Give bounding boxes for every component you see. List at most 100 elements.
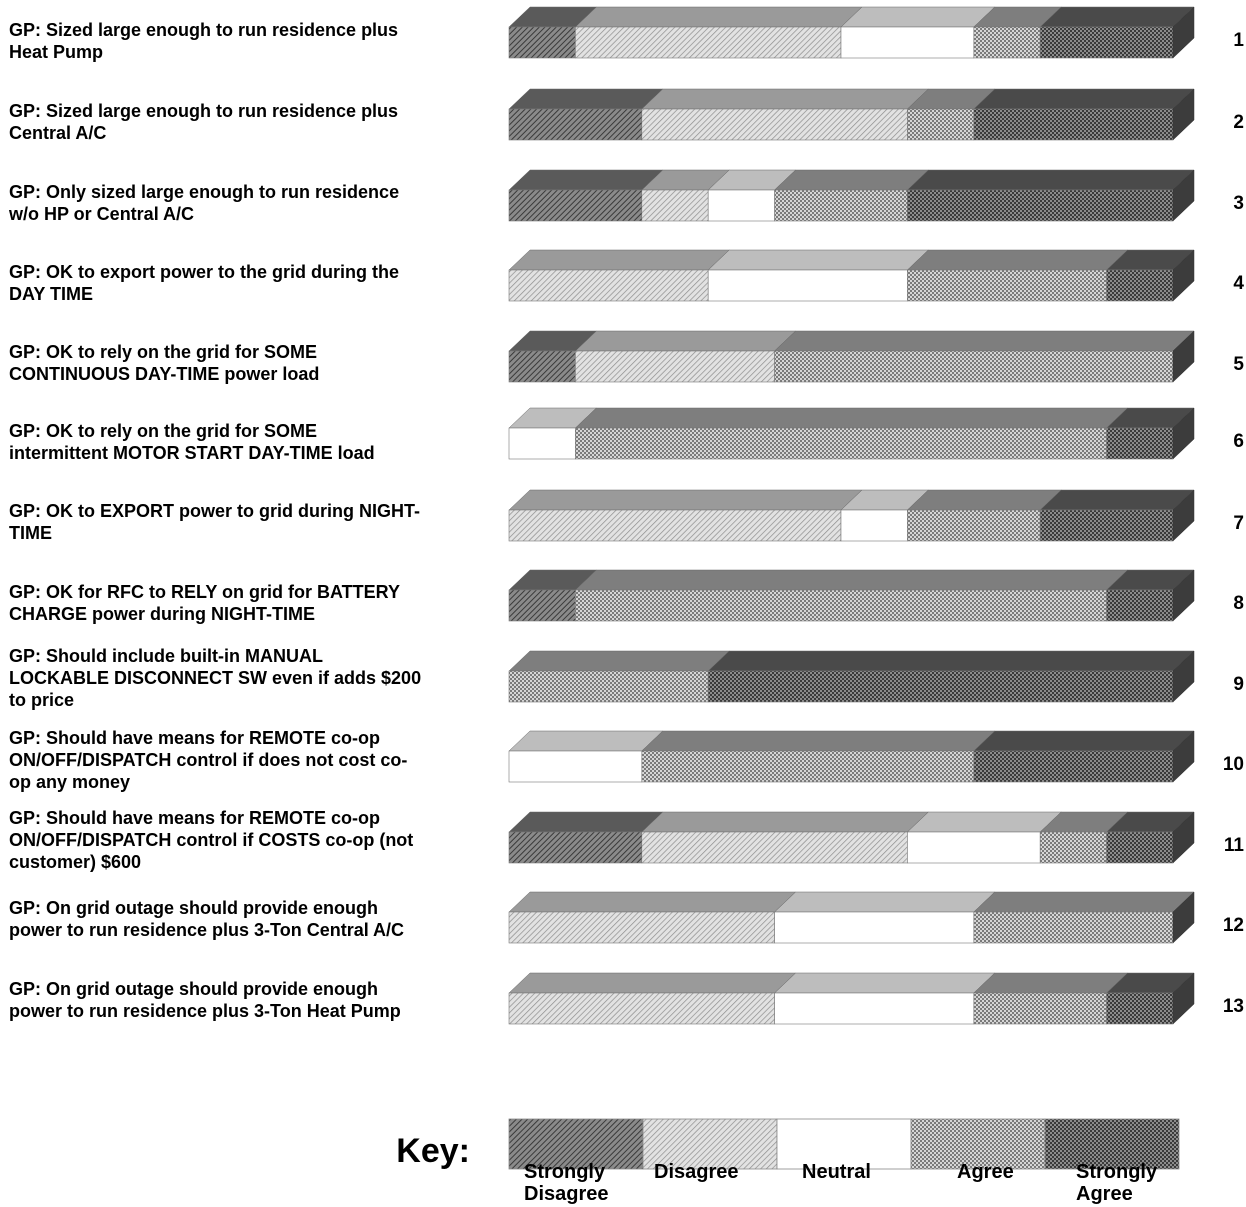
bar-top-row12-series2	[509, 892, 796, 912]
bar-segment-row12-series2	[509, 912, 775, 943]
bar-segment-row3-series3	[708, 190, 774, 221]
row-number-10: 10	[1210, 754, 1244, 776]
bar-segment-row5-series2	[575, 351, 774, 382]
bar-top-row7-series5	[1040, 490, 1194, 510]
bar-segment-row5-series1	[509, 351, 575, 382]
bar-row-9	[509, 651, 1194, 702]
key-label-5: Strongly Agree	[1076, 1161, 1210, 1205]
row-number-12: 12	[1210, 915, 1244, 937]
bar-segment-row4-series5	[1107, 270, 1173, 301]
bar-segment-row7-series4	[907, 510, 1040, 541]
row-number-1: 1	[1210, 30, 1244, 52]
bar-top-row2-series1	[509, 89, 663, 109]
bar-segment-row3-series1	[509, 190, 642, 221]
bar-top-row12-series3	[775, 892, 995, 912]
question-label-8: GP: OK for RFC to RELY on grid for BATTE…	[9, 581, 501, 625]
bar-segment-row8-series4	[575, 590, 1106, 621]
key-label-4: Agree	[957, 1161, 1091, 1183]
bar-row-8	[509, 570, 1194, 621]
bar-top-row10-series3	[509, 731, 663, 751]
bar-segment-row8-series5	[1107, 590, 1173, 621]
bar-segment-row2-series5	[974, 109, 1173, 140]
bar-top-row3-series1	[509, 170, 663, 190]
row-number-3: 3	[1210, 193, 1244, 215]
bar-top-row1-series2	[575, 7, 862, 27]
bar-segment-row10-series3	[509, 751, 642, 782]
bar-segment-row10-series4	[642, 751, 974, 782]
key-label-1: Strongly Disagree	[524, 1161, 658, 1205]
bar-segment-row1-series5	[1040, 27, 1173, 58]
question-label-12: GP: On grid outage should provide enough…	[9, 897, 501, 941]
bar-top-row4-series3	[708, 250, 928, 270]
bar-top-row8-series4	[575, 570, 1127, 590]
bar-segment-row12-series4	[974, 912, 1173, 943]
bar-segment-row7-series3	[841, 510, 907, 541]
key-label-3: Neutral	[802, 1161, 936, 1183]
bar-row-2	[509, 89, 1194, 140]
bar-top-row12-series4	[974, 892, 1194, 912]
bar-segment-row2-series1	[509, 109, 642, 140]
bar-top-row2-series5	[974, 89, 1194, 109]
bar-segment-row1-series1	[509, 27, 575, 58]
bar-segment-row11-series3	[907, 832, 1040, 863]
question-label-4: GP: OK to export power to the grid durin…	[9, 261, 501, 305]
bar-segment-row3-series4	[775, 190, 908, 221]
bar-row-7	[509, 490, 1194, 541]
bar-top-row13-series2	[509, 973, 796, 993]
bar-top-row11-series1	[509, 812, 663, 832]
bar-segment-row2-series2	[642, 109, 908, 140]
bar-top-row7-series4	[907, 490, 1061, 510]
bar-top-row10-series4	[642, 731, 995, 751]
bar-segment-row9-series5	[708, 671, 1173, 702]
bar-row-12	[509, 892, 1194, 943]
bar-segment-row1-series3	[841, 27, 974, 58]
bar-segment-row1-series2	[575, 27, 841, 58]
row-number-11: 11	[1210, 835, 1244, 857]
bar-top-row4-series2	[509, 250, 729, 270]
bar-segment-row10-series5	[974, 751, 1173, 782]
bar-segment-row3-series2	[642, 190, 708, 221]
bar-segment-row7-series2	[509, 510, 841, 541]
question-label-9: GP: Should include built-in MANUAL LOCKA…	[9, 645, 501, 711]
bar-segment-row7-series5	[1040, 510, 1173, 541]
bar-segment-row11-series4	[1040, 832, 1106, 863]
bar-segment-row6-series5	[1107, 428, 1173, 459]
question-label-6: GP: OK to rely on the grid for SOME inte…	[9, 420, 501, 464]
bar-top-row10-series5	[974, 731, 1194, 751]
bar-segment-row13-series4	[974, 993, 1107, 1024]
bar-top-row13-series4	[974, 973, 1128, 993]
bar-row-10	[509, 731, 1194, 782]
question-label-5: GP: OK to rely on the grid for SOME CONT…	[9, 341, 501, 385]
bar-row-13	[509, 973, 1194, 1024]
bar-top-row9-series4	[509, 651, 729, 671]
bar-segment-row8-series1	[509, 590, 575, 621]
question-label-13: GP: On grid outage should provide enough…	[9, 978, 501, 1022]
bar-top-row13-series3	[775, 973, 995, 993]
question-label-10: GP: Should have means for REMOTE co-op O…	[9, 727, 501, 793]
bar-top-row3-series5	[907, 170, 1194, 190]
bar-segment-row9-series4	[509, 671, 708, 702]
bar-top-row9-series5	[708, 651, 1194, 671]
bar-top-row11-series3	[907, 812, 1061, 832]
bar-segment-row2-series4	[907, 109, 973, 140]
row-number-6: 6	[1210, 431, 1244, 453]
question-label-11: GP: Should have means for REMOTE co-op O…	[9, 807, 501, 873]
key-label-2: Disagree	[654, 1161, 788, 1183]
bar-row-3	[509, 170, 1194, 221]
bar-top-row3-series4	[775, 170, 929, 190]
bar-top-row4-series4	[907, 250, 1127, 270]
bar-top-row5-series2	[575, 331, 795, 351]
bar-segment-row6-series4	[575, 428, 1106, 459]
bar-segment-row4-series4	[907, 270, 1106, 301]
bar-segment-row11-series2	[642, 832, 908, 863]
bar-top-row5-series4	[775, 331, 1194, 351]
bar-top-row1-series3	[841, 7, 995, 27]
key-title: Key:	[320, 1132, 470, 1171]
row-number-4: 4	[1210, 273, 1244, 295]
row-number-2: 2	[1210, 112, 1244, 134]
question-label-1: GP: Sized large enough to run residence …	[9, 19, 501, 63]
row-number-13: 13	[1210, 996, 1244, 1018]
bar-segment-row12-series3	[775, 912, 974, 943]
question-label-7: GP: OK to EXPORT power to grid during NI…	[9, 500, 501, 544]
